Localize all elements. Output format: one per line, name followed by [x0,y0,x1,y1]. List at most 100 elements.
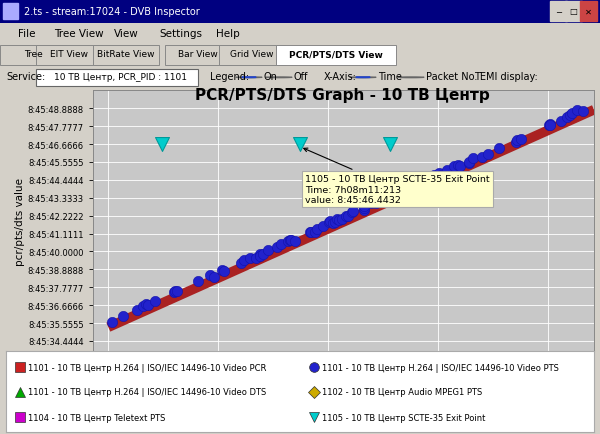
Point [332,216,341,223]
Point [107,319,116,326]
Text: 1101 - 10 TB Центр H.264 | ISO/IEC 14496-10 Video PCR: 1101 - 10 TB Центр H.264 | ISO/IEC 14496… [28,363,267,372]
Point [469,155,478,161]
Point [295,141,305,148]
Point [442,167,452,174]
Text: Grid View: Grid View [230,50,274,59]
Text: 1104 - 10 TB Центр Teletext PTS: 1104 - 10 TB Центр Teletext PTS [28,413,166,422]
Point [434,170,444,177]
Point [220,268,229,275]
Circle shape [236,78,262,79]
Point [413,182,422,189]
Point [578,108,588,115]
Point [385,141,394,148]
Point [511,139,520,146]
Circle shape [242,78,256,79]
Point [217,266,227,273]
Point [328,220,337,227]
Circle shape [350,78,376,79]
Point [255,250,265,257]
Point [286,237,296,243]
Text: 1101 - 10 TB Центр H.264 | ISO/IEC 14496-10 Video PTS: 1101 - 10 TB Центр H.264 | ISO/IEC 14496… [322,363,559,372]
Point [263,247,272,253]
Point [141,301,151,308]
Point [169,289,179,296]
Point [544,122,554,129]
Point [236,260,245,267]
Point [334,217,344,224]
Bar [565,3,582,21]
Y-axis label: pcr/pts/dts value: pcr/pts/dts value [15,178,25,265]
Point [348,208,358,215]
Text: On: On [264,72,278,82]
Point [343,213,353,220]
Point [454,162,463,169]
Point [205,272,215,279]
Point [565,112,575,119]
Point [371,201,380,207]
Point [258,251,268,258]
Point [325,219,334,226]
Point [516,137,526,144]
Point [337,216,346,223]
Point [545,122,555,129]
Text: Service:: Service: [6,72,45,82]
FancyBboxPatch shape [165,46,231,66]
Point [307,229,316,236]
Point [239,257,249,264]
Text: Packet No.: Packet No. [426,72,478,82]
Point [359,207,368,214]
Text: TEMI display:: TEMI display: [474,72,538,82]
Point [318,223,328,230]
Bar [550,3,567,21]
Point [449,164,458,171]
Point [272,244,281,251]
Point [429,173,439,180]
Point [512,138,522,145]
Text: Tree View: Tree View [54,29,104,39]
Point [209,274,219,281]
Point [436,172,446,179]
Text: ✕: ✕ [585,7,592,16]
Point [277,241,286,248]
Circle shape [398,78,424,79]
Point [305,229,315,236]
Point [325,218,334,225]
Point [568,110,577,117]
Text: Off: Off [294,72,308,82]
Circle shape [266,78,292,79]
Point [143,301,152,308]
Point [256,253,265,260]
Text: EIT View: EIT View [50,50,88,59]
Text: Help: Help [216,29,240,39]
Point [396,187,406,194]
X-axis label: Time/packet no.: Time/packet no. [293,372,394,382]
Bar [3,3,18,20]
Point [118,313,128,320]
FancyBboxPatch shape [36,46,102,66]
Point [151,298,160,305]
Text: Time: Time [378,72,402,82]
Point [285,237,295,243]
Text: PCR/PTS/DTS Graph - 10 TB Центр: PCR/PTS/DTS Graph - 10 TB Центр [194,88,490,103]
Text: X-Axis:: X-Axis: [324,72,357,82]
Point [193,278,203,285]
Point [283,238,292,245]
Text: 10 TB Центр, PCR_PID : 1101: 10 TB Центр, PCR_PID : 1101 [54,72,187,82]
FancyBboxPatch shape [93,46,159,66]
Text: 1101 - 10 TB Центр H.264 | ISO/IEC 14496-10 Video DTS: 1101 - 10 TB Центр H.264 | ISO/IEC 14496… [28,387,266,396]
Text: 1105 - 10 TB Центр SCTE-35 Exit Point: 1105 - 10 TB Центр SCTE-35 Exit Point [322,413,486,422]
Point [556,118,566,125]
Point [464,160,474,167]
Point [251,254,261,261]
Point [563,115,572,122]
Text: 1105 - 10 TB Центр SCTE-35 Exit Point
Time: 7h08m11:213
value: 8:45:46.4432: 1105 - 10 TB Центр SCTE-35 Exit Point Ti… [304,149,490,204]
Point [330,219,340,226]
Text: File: File [18,29,35,39]
FancyBboxPatch shape [0,46,66,66]
Point [157,141,167,148]
Point [366,200,376,207]
Point [383,196,392,203]
Point [132,307,142,314]
Point [170,288,180,295]
Point [245,255,255,262]
